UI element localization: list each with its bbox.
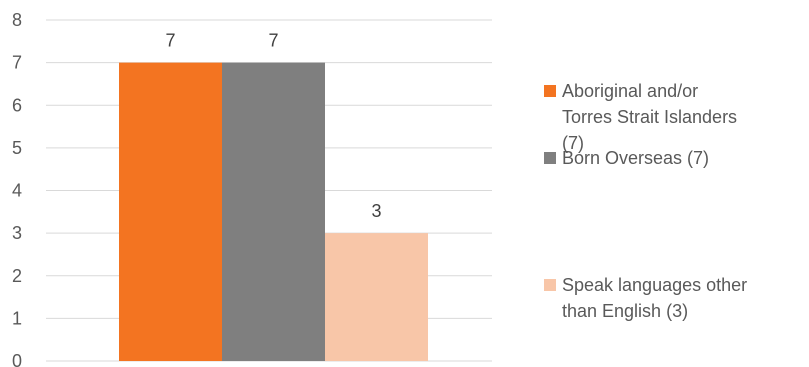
legend-label: (7) (562, 133, 584, 153)
y-tick-label: 6 (12, 95, 22, 115)
data-label: 3 (371, 201, 381, 221)
legend-label: than English (3) (562, 301, 688, 321)
legend: Aboriginal and/or Torres Strait Islanders… (544, 81, 747, 321)
bars (119, 62, 428, 361)
legend-item: Speak languages other than English (3) (544, 275, 747, 321)
legend-item: Born Overseas (7) (544, 148, 709, 168)
bar (119, 62, 222, 361)
legend-swatch (544, 85, 556, 97)
y-axis-tick-labels: 0 1 2 3 4 5 6 7 8 (12, 10, 22, 367)
y-tick-label: 5 (12, 138, 22, 158)
legend-label: Speak languages other (562, 275, 747, 295)
y-tick-label: 0 (12, 351, 22, 367)
y-tick-label: 2 (12, 266, 22, 286)
data-label: 7 (165, 31, 175, 51)
y-tick-label: 8 (12, 10, 22, 30)
legend-swatch (544, 279, 556, 291)
legend-label: Born Overseas (7) (562, 148, 709, 168)
bar (222, 62, 325, 361)
data-label: 7 (268, 31, 278, 51)
legend-label: Aboriginal and/or (562, 81, 698, 101)
legend-swatch (544, 152, 556, 164)
bar (325, 233, 428, 361)
data-labels: 7 7 3 (165, 31, 381, 222)
y-tick-label: 7 (12, 53, 22, 73)
y-tick-label: 4 (12, 181, 22, 201)
legend-item: Aboriginal and/or Torres Strait Islanders… (544, 81, 737, 153)
legend-label: Torres Strait Islanders (562, 107, 737, 127)
y-tick-label: 3 (12, 223, 22, 243)
y-tick-label: 1 (12, 308, 22, 328)
